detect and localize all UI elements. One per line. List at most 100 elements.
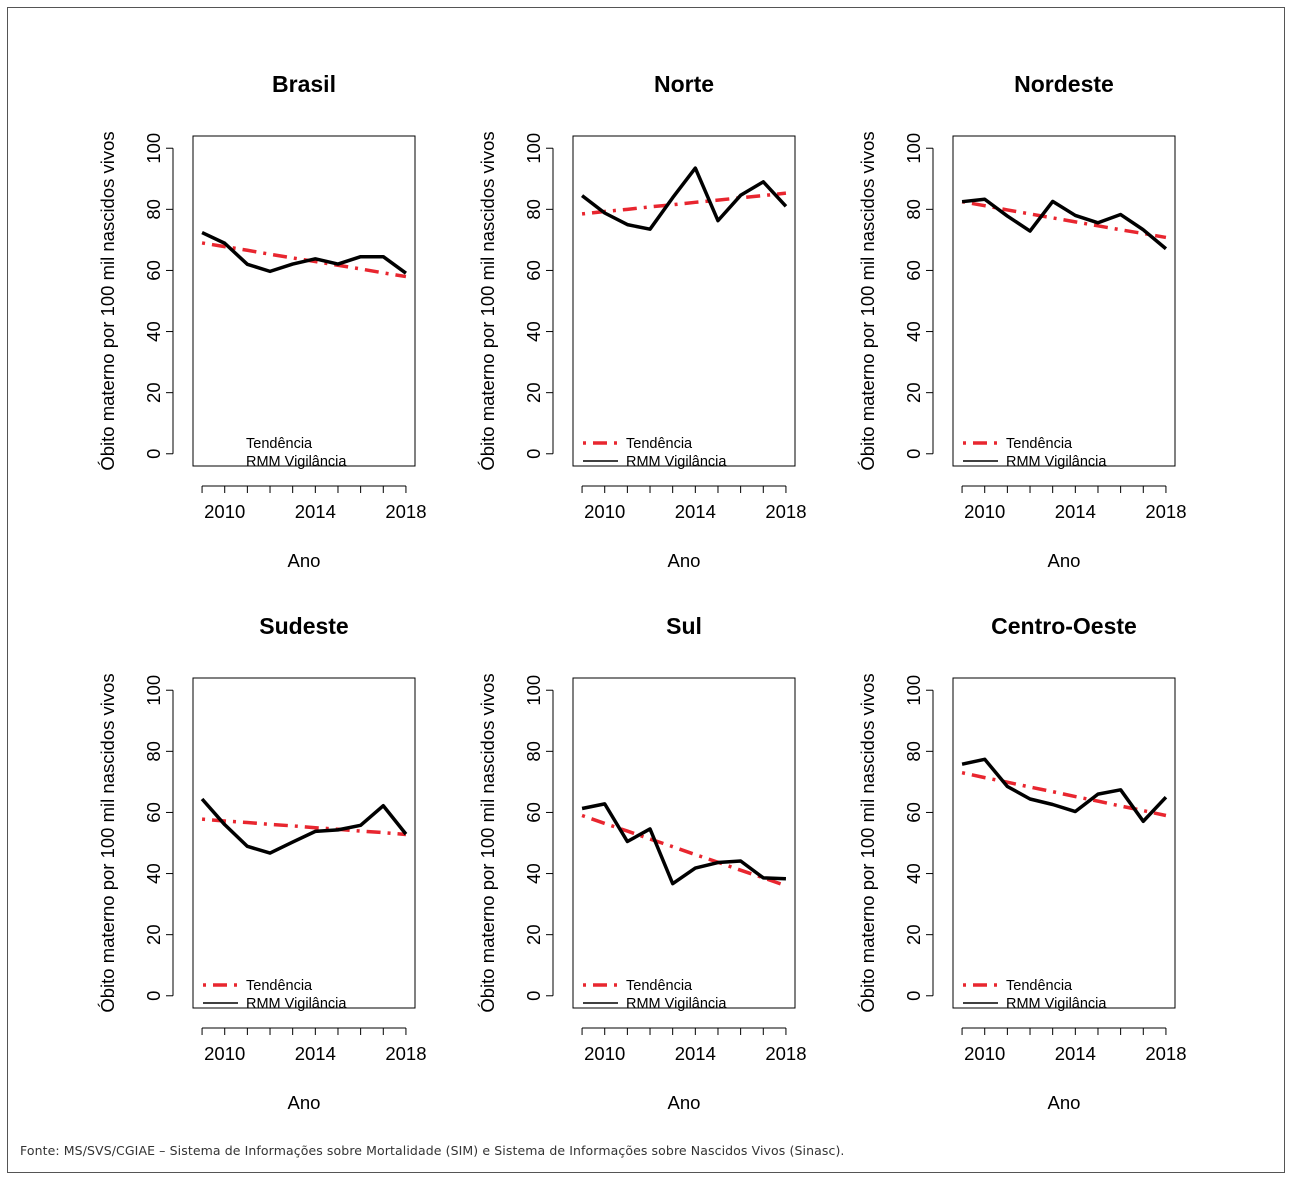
legend-label: RMM Vigilância <box>1006 454 1107 470</box>
x-tick-label: 2018 <box>1145 1043 1186 1064</box>
x-tick-label: 2018 <box>765 1043 806 1064</box>
x-tick-label: 2014 <box>295 1043 336 1064</box>
y-tick-label: 60 <box>143 260 164 281</box>
observed-line <box>201 230 407 275</box>
y-tick-label: 0 <box>903 991 924 1001</box>
legend-label: RMM Vigilância <box>626 996 727 1012</box>
y-tick-label: 20 <box>143 924 164 945</box>
y-tick-label: 20 <box>143 382 164 403</box>
source-note: Fonte: MS/SVS/CGIAE – Sistema de Informa… <box>20 1143 845 1158</box>
x-axis-label: Ano <box>288 1092 321 1113</box>
figure-frame <box>7 7 1285 1173</box>
x-tick-label: 2014 <box>675 501 716 522</box>
y-tick-label: 60 <box>903 802 924 823</box>
y-axis-label: Óbito materno por 100 mil nascidos vivos <box>97 131 118 470</box>
plot-box <box>572 677 796 1009</box>
x-tick-label: 2014 <box>675 1043 716 1064</box>
legend-label: Tendência <box>246 978 313 994</box>
x-axis-label: Ano <box>1048 550 1081 571</box>
y-tick-label: 20 <box>523 382 544 403</box>
y-tick-label: 0 <box>143 991 164 1001</box>
legend-label: Tendência <box>1006 436 1073 452</box>
chart-title: Brasil <box>272 71 336 97</box>
x-tick-label: 2018 <box>385 1043 426 1064</box>
y-tick-label: 40 <box>143 863 164 884</box>
x-axis-label: Ano <box>1048 1092 1081 1113</box>
y-tick-label: 40 <box>903 321 924 342</box>
y-tick-label: 100 <box>903 133 924 164</box>
legend: Tendência RMM Vigilância <box>963 436 1107 470</box>
x-tick-label: 2014 <box>295 501 336 522</box>
legend-label: Tendência <box>626 436 693 452</box>
x-tick-label: 2014 <box>1055 501 1096 522</box>
legend-label: RMM Vigilância <box>626 454 727 470</box>
x-tick-label: 2018 <box>1145 501 1186 522</box>
x-tick-label: 2010 <box>584 501 625 522</box>
y-tick-label: 40 <box>903 863 924 884</box>
x-tick-label: 2010 <box>584 1043 625 1064</box>
x-tick-label: 2018 <box>765 501 806 522</box>
observed-line <box>580 166 788 231</box>
y-tick-label: 100 <box>143 133 164 164</box>
y-tick-label: 80 <box>143 741 164 762</box>
y-axis-label: Óbito materno por 100 mil nascidos vivos <box>477 131 498 470</box>
plot-box <box>952 135 1176 467</box>
legend: Tendência RMM Vigilância <box>203 978 347 1012</box>
legend: Tendência RMM Vigilância <box>963 978 1107 1012</box>
y-tick-label: 100 <box>143 675 164 706</box>
observed-line <box>200 797 408 855</box>
y-axis-label: Óbito materno por 100 mil nascidos vivos <box>857 131 878 470</box>
chart-title: Centro-Oeste <box>991 613 1137 639</box>
x-axis-label: Ano <box>668 1092 701 1113</box>
chart-panel: Nordeste Óbito materno por 100 mil nascid… <box>857 71 1187 571</box>
trend-line <box>581 191 787 216</box>
legend-label: RMM Vigilância <box>246 996 347 1012</box>
x-tick-label: 2014 <box>1055 1043 1096 1064</box>
chart-title: Norte <box>654 71 714 97</box>
x-tick-label: 2010 <box>964 501 1005 522</box>
x-axis-label: Ano <box>288 550 321 571</box>
plot-box <box>192 135 416 467</box>
y-tick-label: 80 <box>523 741 544 762</box>
y-tick-label: 20 <box>523 924 544 945</box>
y-tick-label: 0 <box>903 449 924 459</box>
x-tick-label: 2018 <box>385 501 426 522</box>
y-tick-label: 80 <box>903 199 924 220</box>
x-tick-label: 2010 <box>964 1043 1005 1064</box>
legend-label: Tendência <box>1006 978 1073 994</box>
observed-line <box>581 802 787 886</box>
observed-line <box>961 757 1168 824</box>
legend-label: Tendência <box>246 436 313 452</box>
chart-panel: Brasil Óbito materno por 100 mil nascidos… <box>97 71 427 571</box>
y-tick-label: 60 <box>523 802 544 823</box>
y-tick-label: 100 <box>523 675 544 706</box>
trend-line <box>581 813 787 888</box>
y-tick-label: 40 <box>523 863 544 884</box>
y-axis-label: Óbito materno por 100 mil nascidos vivos <box>97 673 118 1012</box>
legend-label: Tendência <box>626 978 693 994</box>
y-axis-label: Óbito materno por 100 mil nascidos vivos <box>857 673 878 1012</box>
chart-title: Sudeste <box>259 613 348 639</box>
x-tick-label: 2010 <box>204 501 245 522</box>
legend: Tendência RMM Vigilância <box>583 436 727 470</box>
y-tick-label: 40 <box>143 321 164 342</box>
x-axis-label: Ano <box>668 550 701 571</box>
y-tick-label: 0 <box>523 991 544 1001</box>
y-tick-label: 0 <box>143 449 164 459</box>
chart-title: Nordeste <box>1014 71 1114 97</box>
legend-label: RMM Vigilância <box>246 454 347 470</box>
y-tick-label: 60 <box>523 260 544 281</box>
legend: Tendência RMM Vigilância <box>583 978 727 1012</box>
y-tick-label: 20 <box>903 924 924 945</box>
chart-panel: Sul Óbito materno por 100 mil nascidos vi… <box>477 613 807 1113</box>
y-tick-label: 80 <box>903 741 924 762</box>
y-tick-label: 60 <box>143 802 164 823</box>
y-tick-label: 60 <box>903 260 924 281</box>
y-axis-label: Óbito materno por 100 mil nascidos vivos <box>477 673 498 1012</box>
legend: Tendência RMM Vigilância <box>246 436 347 470</box>
y-tick-label: 100 <box>523 133 544 164</box>
y-tick-label: 20 <box>903 382 924 403</box>
y-tick-label: 80 <box>523 199 544 220</box>
plot-box <box>952 677 1176 1009</box>
chart-panel: Sudeste Óbito materno por 100 mil nascido… <box>97 613 427 1113</box>
